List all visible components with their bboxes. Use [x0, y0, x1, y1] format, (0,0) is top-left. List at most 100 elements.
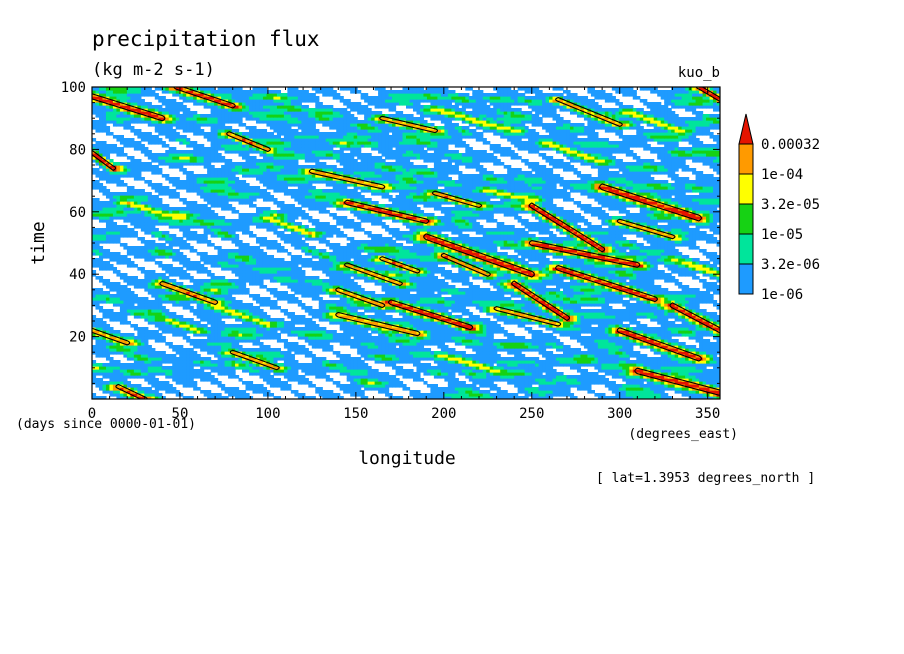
field-cell	[259, 360, 264, 364]
field-cell	[678, 324, 683, 328]
field-cell	[374, 351, 379, 355]
field-cell	[388, 363, 393, 367]
field-cell	[214, 396, 219, 399]
field-cell	[664, 396, 669, 399]
field-cell	[507, 297, 512, 301]
field-cell	[639, 381, 644, 385]
field-cell	[294, 372, 299, 376]
field-cell	[266, 297, 271, 301]
field-cell	[105, 366, 111, 370]
field-cell	[594, 375, 599, 379]
field-cell	[535, 396, 540, 399]
field-cell	[119, 372, 124, 376]
field-cell	[433, 351, 438, 355]
field-cell	[636, 390, 641, 394]
field-cell	[322, 363, 327, 367]
field-cell	[175, 369, 180, 373]
field-cell	[433, 357, 438, 361]
field-cell	[514, 396, 519, 399]
field-cell	[357, 369, 362, 373]
field-cell	[482, 384, 487, 388]
field-cell	[507, 360, 512, 364]
field-cell	[158, 387, 163, 391]
field-cell	[262, 366, 268, 370]
field-cell	[231, 324, 236, 328]
field-cell	[318, 366, 323, 370]
field-cell	[221, 396, 226, 399]
field-cell	[587, 372, 592, 376]
field-cell	[514, 384, 519, 388]
field-cell	[657, 363, 662, 367]
field-cell	[95, 318, 100, 322]
field-cell	[461, 360, 466, 364]
field-cell	[563, 354, 568, 358]
field-cell	[151, 330, 156, 334]
field-cell	[419, 378, 425, 382]
field-cell	[269, 381, 275, 385]
field-cell	[604, 366, 609, 370]
field-cell	[692, 363, 697, 367]
field-cell	[360, 390, 365, 394]
field-cell	[709, 312, 714, 316]
field-cell	[535, 372, 540, 376]
field-cell	[507, 375, 512, 379]
field-cell	[217, 384, 222, 388]
field-cell	[664, 354, 669, 358]
field-cell	[482, 366, 487, 370]
field-cell	[583, 336, 589, 340]
field-cell	[524, 378, 529, 382]
field-cell	[276, 384, 281, 388]
field-cell	[458, 387, 463, 391]
field-cell	[625, 363, 630, 367]
field-cell	[228, 360, 233, 364]
field-cell	[402, 375, 407, 379]
field-cell	[290, 354, 295, 358]
field-cell	[444, 297, 449, 301]
field-cell	[92, 378, 97, 382]
field-cell	[273, 354, 278, 358]
field-cell	[395, 360, 400, 364]
field-cell	[535, 393, 540, 397]
field-cell	[650, 375, 655, 379]
field-cell	[350, 360, 355, 364]
field-cell	[625, 324, 630, 328]
field-cell	[336, 333, 341, 337]
field-cell	[583, 360, 589, 364]
field-cell	[447, 378, 452, 382]
field-cell	[563, 390, 568, 394]
field-cell	[709, 372, 714, 376]
field-cell	[343, 387, 348, 391]
field-cell	[643, 360, 648, 364]
field-cell	[392, 354, 397, 358]
field-cell	[426, 363, 432, 367]
field-cell	[273, 366, 278, 370]
field-cell	[615, 309, 620, 313]
field-cell	[454, 369, 459, 373]
field-cell	[147, 396, 152, 399]
field-cell	[437, 354, 442, 358]
field-cell	[472, 390, 477, 394]
field-cell	[112, 387, 118, 391]
field-cell	[496, 372, 501, 376]
field-cell	[709, 396, 714, 399]
field-cell	[269, 348, 275, 352]
field-cell	[346, 354, 351, 358]
field-cell	[353, 375, 358, 379]
field-cell	[552, 378, 557, 382]
field-cell	[447, 348, 452, 352]
field-cell	[671, 375, 676, 379]
field-cell	[685, 351, 690, 355]
field-cell	[444, 393, 449, 397]
field-cell	[545, 384, 550, 388]
field-cell	[339, 369, 344, 373]
field-cell	[563, 387, 568, 391]
field-cell	[531, 387, 536, 391]
field-cell	[231, 363, 236, 367]
field-cell	[343, 366, 348, 370]
field-cell	[489, 351, 494, 355]
field-cell	[461, 363, 466, 367]
field-cell	[681, 381, 686, 385]
field-cell	[706, 375, 711, 379]
field-cell	[322, 357, 327, 361]
field-cell	[259, 309, 264, 313]
